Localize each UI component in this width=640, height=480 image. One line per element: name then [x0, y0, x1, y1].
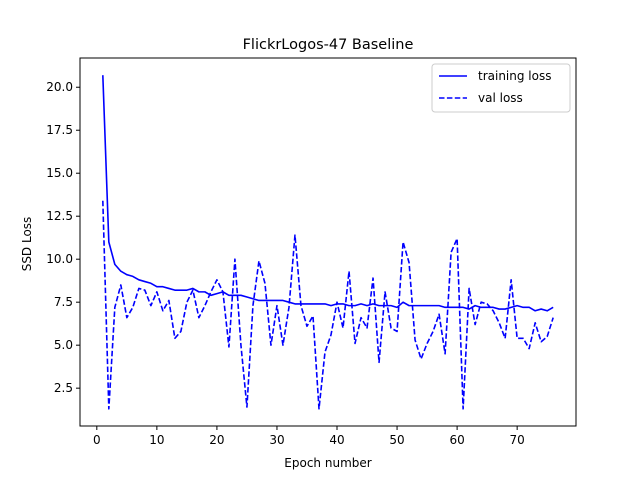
x-tick-label: 40	[329, 433, 344, 447]
series-line-training-loss	[102, 75, 554, 312]
x-tick-label: 10	[149, 433, 164, 447]
x-tick-label: 50	[389, 433, 404, 447]
y-tick-label: 7.5	[54, 295, 73, 309]
x-tick-label: 30	[269, 433, 284, 447]
x-tick-label: 20	[209, 433, 224, 447]
series-line-val-loss	[102, 200, 554, 410]
y-tick-label: 20.0	[46, 80, 73, 94]
legend-label-training-loss: training loss	[478, 69, 551, 83]
y-tick-label: 2.5	[54, 381, 73, 395]
y-tick-label: 15.0	[46, 166, 73, 180]
x-tick-label: 60	[449, 433, 464, 447]
plot-area: 0 10 20 30 40 50 60 70 2.5 5.0 7.5 10.0 12.5 15.0 17.5…	[46, 57, 577, 447]
y-tick-label: 10.0	[46, 252, 73, 266]
y-axis-label: SSD Loss	[20, 217, 34, 272]
y-tick-label: 5.0	[54, 338, 73, 352]
x-axis-label: Epoch number	[284, 456, 371, 470]
x-tick-label: 70	[510, 433, 525, 447]
legend-label-val-loss: val loss	[478, 91, 523, 105]
y-tick-label: 17.5	[46, 123, 73, 137]
y-tick-label: 12.5	[46, 209, 73, 223]
axes-frame	[79, 57, 577, 427]
x-tick-label: 0	[93, 433, 101, 447]
legend: training loss val loss	[431, 63, 571, 113]
chart-title: FlickrLogos-47 Baseline	[243, 37, 414, 53]
